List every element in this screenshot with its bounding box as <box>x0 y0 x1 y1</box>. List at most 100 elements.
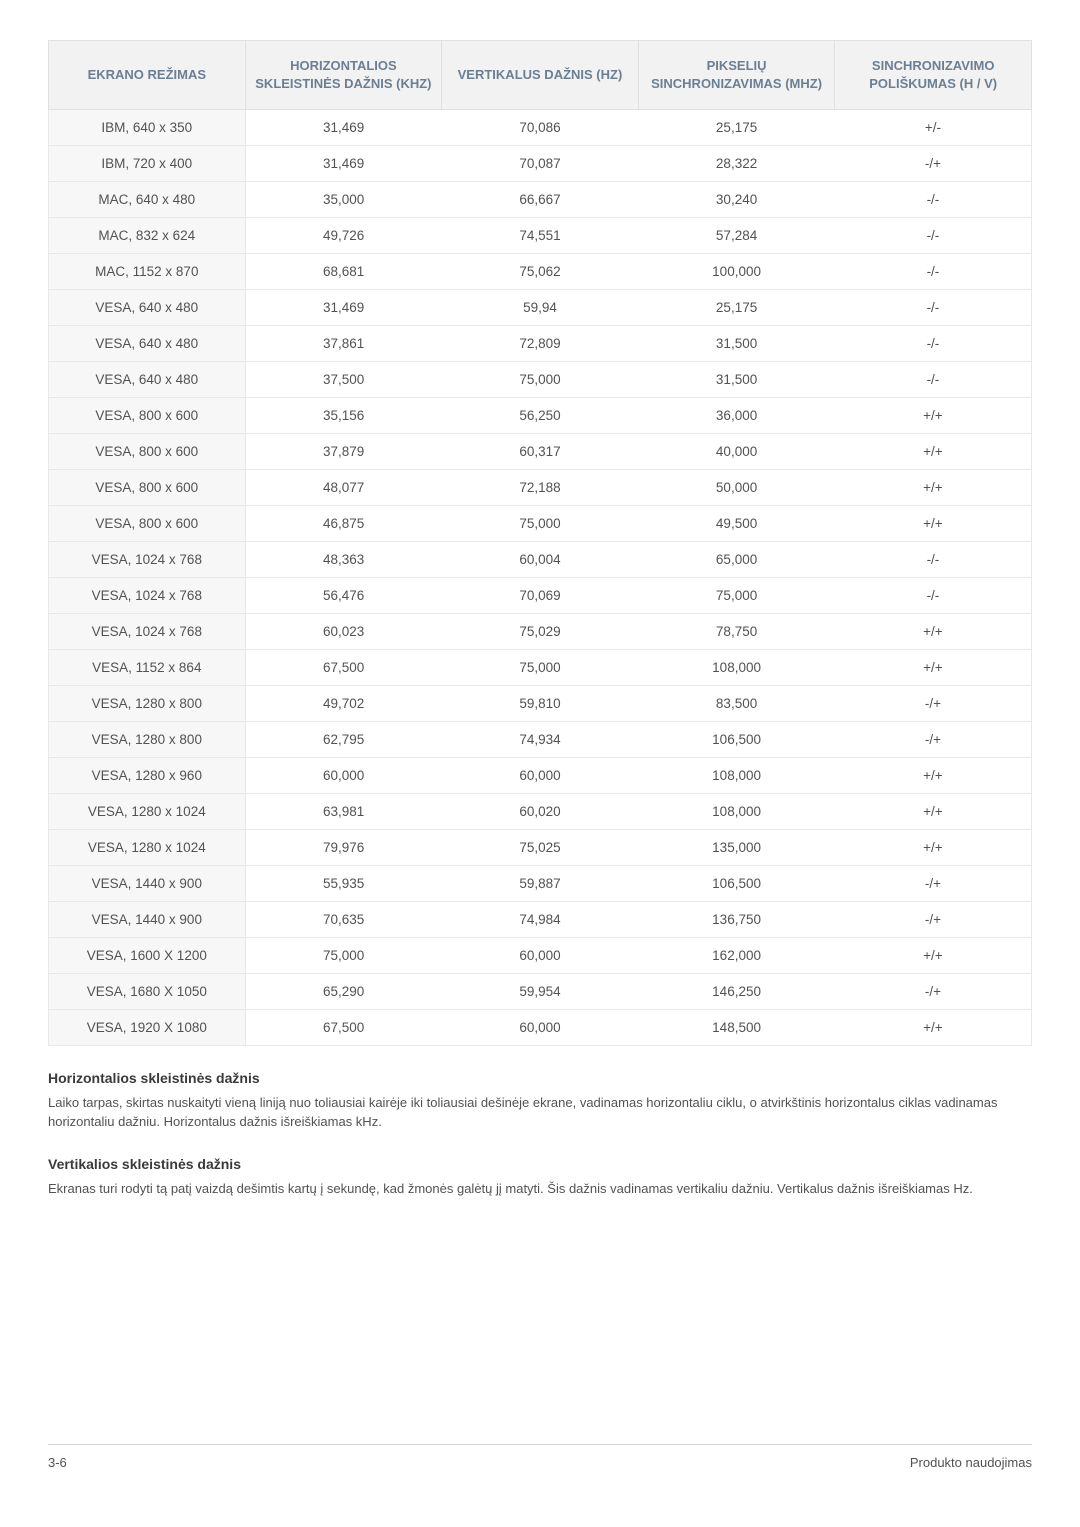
table-cell: 108,000 <box>638 794 835 830</box>
table-cell: -/+ <box>835 974 1032 1010</box>
table-cell: 75,025 <box>442 830 639 866</box>
table-cell: -/- <box>835 362 1032 398</box>
table-cell: 162,000 <box>638 938 835 974</box>
table-row: MAC, 640 x 48035,00066,66730,240-/- <box>49 182 1032 218</box>
table-cell: VESA, 640 x 480 <box>49 326 246 362</box>
table-cell: MAC, 1152 x 870 <box>49 254 246 290</box>
table-cell: VESA, 1280 x 1024 <box>49 830 246 866</box>
table-row: VESA, 1440 x 90070,63574,984136,750-/+ <box>49 902 1032 938</box>
table-cell: VESA, 1024 x 768 <box>49 614 246 650</box>
table-cell: 60,020 <box>442 794 639 830</box>
table-cell: 65,000 <box>638 542 835 578</box>
table-cell: 65,290 <box>245 974 442 1010</box>
table-cell: 148,500 <box>638 1010 835 1046</box>
table-cell: 48,363 <box>245 542 442 578</box>
table-cell: 31,469 <box>245 290 442 326</box>
table-cell: VESA, 1024 x 768 <box>49 542 246 578</box>
table-cell: 67,500 <box>245 1010 442 1046</box>
table-cell: 60,023 <box>245 614 442 650</box>
table-row: VESA, 1280 x 96060,00060,000108,000+/+ <box>49 758 1032 794</box>
table-cell: 135,000 <box>638 830 835 866</box>
table-cell: 56,250 <box>442 398 639 434</box>
table-cell: 31,500 <box>638 362 835 398</box>
table-cell: 60,000 <box>442 938 639 974</box>
table-cell: 72,188 <box>442 470 639 506</box>
table-row: VESA, 1280 x 80049,70259,81083,500-/+ <box>49 686 1032 722</box>
table-cell: +/- <box>835 110 1032 146</box>
table-cell: +/+ <box>835 938 1032 974</box>
table-cell: 49,726 <box>245 218 442 254</box>
table-row: VESA, 640 x 48037,86172,80931,500-/- <box>49 326 1032 362</box>
table-cell: 59,887 <box>442 866 639 902</box>
table-cell: -/+ <box>835 722 1032 758</box>
table-header-cell: EKRANO REŽIMAS <box>49 41 246 110</box>
table-cell: VESA, 1280 x 960 <box>49 758 246 794</box>
table-cell: VESA, 1600 X 1200 <box>49 938 246 974</box>
table-cell: 75,000 <box>245 938 442 974</box>
table-row: IBM, 720 x 40031,46970,08728,322-/+ <box>49 146 1032 182</box>
section-text-vertical: Ekranas turi rodyti tą patį vaizdą dešim… <box>48 1180 1032 1199</box>
table-row: MAC, 832 x 62449,72674,55157,284-/- <box>49 218 1032 254</box>
table-cell: 75,000 <box>442 362 639 398</box>
table-cell: MAC, 832 x 624 <box>49 218 246 254</box>
table-cell: 35,000 <box>245 182 442 218</box>
table-header-cell: SINCHRONIZAVIMO POLIŠKUMAS (H / V) <box>835 41 1032 110</box>
table-cell: 59,94 <box>442 290 639 326</box>
table-cell: 74,984 <box>442 902 639 938</box>
table-cell: 108,000 <box>638 758 835 794</box>
table-cell: 40,000 <box>638 434 835 470</box>
table-cell: 35,156 <box>245 398 442 434</box>
table-cell: VESA, 1280 x 1024 <box>49 794 246 830</box>
table-cell: 60,000 <box>442 758 639 794</box>
table-row: VESA, 1024 x 76848,36360,00465,000-/- <box>49 542 1032 578</box>
table-body: IBM, 640 x 35031,46970,08625,175+/-IBM, … <box>49 110 1032 1046</box>
table-cell: 60,004 <box>442 542 639 578</box>
table-row: VESA, 1152 x 86467,50075,000108,000+/+ <box>49 650 1032 686</box>
table-cell: IBM, 720 x 400 <box>49 146 246 182</box>
table-cell: +/+ <box>835 470 1032 506</box>
table-cell: -/- <box>835 254 1032 290</box>
section-heading-horizontal: Horizontalios skleistinės dažnis <box>48 1070 1032 1086</box>
table-cell: 46,875 <box>245 506 442 542</box>
table-cell: 36,000 <box>638 398 835 434</box>
table-cell: 136,750 <box>638 902 835 938</box>
table-cell: 28,322 <box>638 146 835 182</box>
table-cell: +/+ <box>835 434 1032 470</box>
table-cell: 108,000 <box>638 650 835 686</box>
table-cell: 59,954 <box>442 974 639 1010</box>
table-cell: 37,879 <box>245 434 442 470</box>
table-cell: 37,500 <box>245 362 442 398</box>
table-cell: VESA, 1440 x 900 <box>49 866 246 902</box>
table-cell: 146,250 <box>638 974 835 1010</box>
table-cell: -/+ <box>835 866 1032 902</box>
table-row: VESA, 1024 x 76860,02375,02978,750+/+ <box>49 614 1032 650</box>
table-cell: +/+ <box>835 758 1032 794</box>
table-cell: -/+ <box>835 686 1032 722</box>
table-cell: VESA, 1440 x 900 <box>49 902 246 938</box>
table-cell: VESA, 1680 X 1050 <box>49 974 246 1010</box>
table-cell: -/- <box>835 218 1032 254</box>
table-cell: 79,976 <box>245 830 442 866</box>
section-heading-vertical: Vertikalios skleistinės dažnis <box>48 1156 1032 1172</box>
table-row: VESA, 1600 X 120075,00060,000162,000+/+ <box>49 938 1032 974</box>
table-cell: VESA, 1920 X 1080 <box>49 1010 246 1046</box>
table-cell: -/- <box>835 182 1032 218</box>
table-cell: 70,086 <box>442 110 639 146</box>
table-cell: 75,062 <box>442 254 639 290</box>
main-content: EKRANO REŽIMASHORIZONTALIOS SKLEISTINĖS … <box>48 40 1032 1420</box>
table-cell: +/+ <box>835 830 1032 866</box>
page-number: 3-6 <box>48 1455 67 1470</box>
table-cell: 74,934 <box>442 722 639 758</box>
page-footer: 3-6 Produkto naudojimas <box>48 1444 1032 1470</box>
table-cell: VESA, 1152 x 864 <box>49 650 246 686</box>
table-cell: 50,000 <box>638 470 835 506</box>
table-cell: +/+ <box>835 650 1032 686</box>
table-cell: 70,087 <box>442 146 639 182</box>
table-cell: +/+ <box>835 614 1032 650</box>
table-cell: VESA, 1280 x 800 <box>49 686 246 722</box>
table-cell: VESA, 800 x 600 <box>49 434 246 470</box>
section-text-horizontal: Laiko tarpas, skirtas nuskaityti vieną l… <box>48 1094 1032 1132</box>
table-row: IBM, 640 x 35031,46970,08625,175+/- <box>49 110 1032 146</box>
table-cell: 106,500 <box>638 722 835 758</box>
table-cell: 75,000 <box>638 578 835 614</box>
